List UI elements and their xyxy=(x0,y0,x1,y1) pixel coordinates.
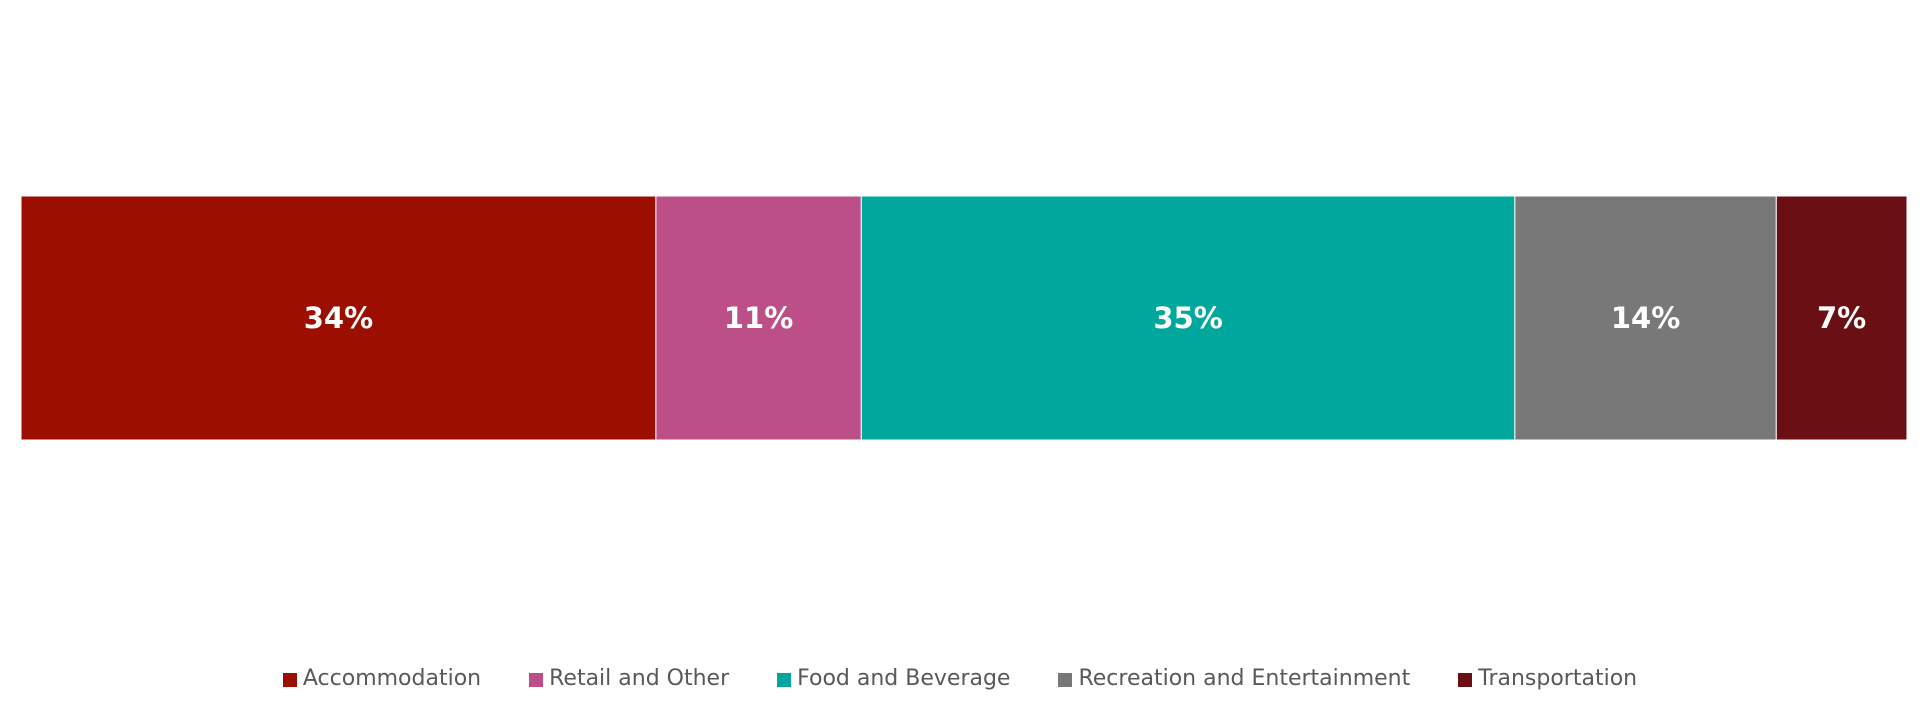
chart-legend: Accommodation Retail and Other Food and Be… xyxy=(0,660,1920,696)
legend-swatch-icon xyxy=(529,672,544,687)
data-label-accommodation: 34% xyxy=(304,301,373,335)
data-label-transportation: 7% xyxy=(1817,301,1866,335)
legend-label: Recreation and Entertainment xyxy=(1078,665,1411,691)
bar-segment-accommodation xyxy=(20,195,657,441)
legend-swatch-icon xyxy=(777,672,792,687)
legend-label: Accommodation xyxy=(302,665,482,691)
legend-label: Transportation xyxy=(1478,665,1638,691)
legend-swatch-icon xyxy=(1458,672,1473,687)
bar-segment-transportation xyxy=(1775,195,1908,441)
legend-swatch-icon xyxy=(282,672,297,687)
data-label-food-and-beverage: 35% xyxy=(1153,301,1222,335)
legend-label: Food and Beverage xyxy=(797,665,1011,691)
stacked-bar xyxy=(20,195,1908,441)
data-label-recreation-and-entertainment: 14% xyxy=(1611,301,1680,335)
legend-item-accommodation: Accommodation xyxy=(282,665,482,691)
data-label-retail-and-other: 11% xyxy=(724,301,793,335)
legend-swatch-icon xyxy=(1058,672,1073,687)
legend-item-food-and-beverage: Food and Beverage xyxy=(777,666,1010,691)
legend-item-recreation-and-entertainment: Recreation and Entertainment xyxy=(1058,666,1410,691)
bar-segment-recreation-and-entertainment xyxy=(1514,195,1777,441)
legend-item-retail-and-other: Retail and Other xyxy=(529,666,729,691)
data-labels: 34% 11% 35% 14% 7% xyxy=(304,301,1867,335)
bar-segment-food-and-beverage xyxy=(860,195,1516,441)
legend-label: Retail and Other xyxy=(549,665,730,691)
legend-item-transportation: Transportation xyxy=(1458,666,1637,691)
bar-segment-retail-and-other xyxy=(655,195,862,441)
